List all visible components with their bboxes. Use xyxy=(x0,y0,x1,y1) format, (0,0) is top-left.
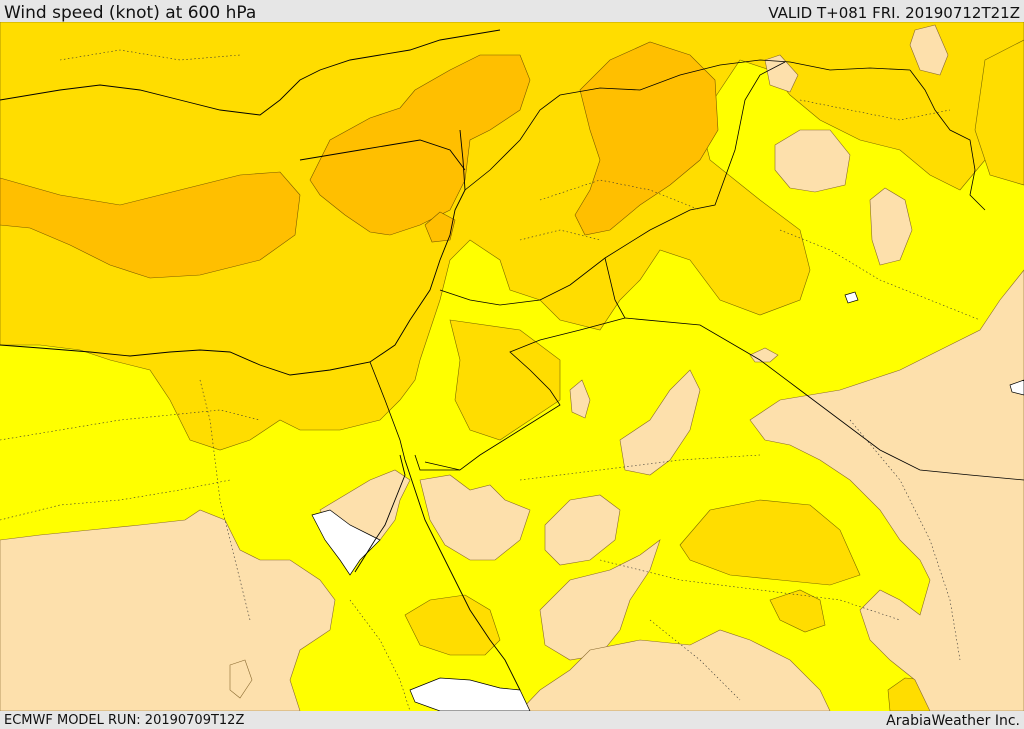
lake-east xyxy=(844,291,859,304)
wind-zone-mid-ne xyxy=(974,39,1024,186)
wind-zone-high-mediterranean xyxy=(0,171,301,279)
title-bar: Wind speed (knot) at 600 hPa VALID T+081… xyxy=(0,0,1024,23)
wind-zone-mid-sinai-south xyxy=(404,594,501,656)
valid-time: VALID T+081 FRI. 20190712T21Z xyxy=(768,4,1020,22)
political-borders xyxy=(369,59,1024,481)
wind-zone-low-south xyxy=(519,629,831,711)
wind-speed-map xyxy=(0,22,1024,711)
wind-zone-high-lebanon xyxy=(424,211,456,243)
wind-zone-low-hejaz xyxy=(419,474,531,561)
wind-zone-low-arabia-central xyxy=(539,539,661,661)
wind-zone-low-arabia-east xyxy=(749,269,1024,711)
wind-zone-low-egypt xyxy=(0,509,336,711)
wind-zone-low-small-3 xyxy=(764,54,799,93)
wind-zone-low-small-4 xyxy=(229,659,253,699)
wind-zone-mid-jordan xyxy=(449,319,561,441)
wind-zone-low-small-5 xyxy=(909,24,949,76)
wind-zone-mid-arabia xyxy=(679,499,861,586)
wind-zone-high-iraq xyxy=(574,41,719,236)
wind-zone-low-small-1 xyxy=(569,379,591,419)
wind-zone-mid-north xyxy=(0,22,1024,451)
gulf-ne-edge xyxy=(1009,379,1024,396)
model-run-label: ECMWF MODEL RUN: 20190709T12Z xyxy=(4,713,245,728)
gulf-of-suez xyxy=(311,509,381,576)
wind-zone-low-saudi-west xyxy=(544,494,621,566)
wind-zone-low-jordan-blob xyxy=(619,369,701,476)
wind-zone-high-turkey xyxy=(309,54,531,236)
map-area[interactable] xyxy=(0,22,1024,711)
credit-label: ArabiaWeather Inc. xyxy=(886,713,1020,729)
coastlines xyxy=(0,29,521,691)
wind-zone-low-iraq-2 xyxy=(869,187,913,266)
wind-zone-mid-arabia-2 xyxy=(769,589,826,633)
wind-zone-low-iraq-1 xyxy=(774,129,851,193)
admin-boundaries xyxy=(0,49,981,711)
map-title: Wind speed (knot) at 600 hPa xyxy=(4,3,257,23)
